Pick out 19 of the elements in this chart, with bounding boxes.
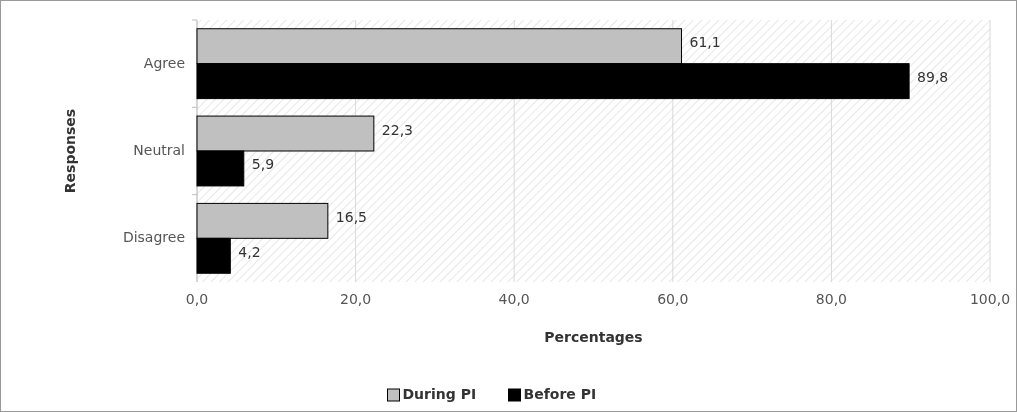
data-label: 61,1: [689, 34, 721, 51]
y-tick-label: Neutral: [133, 142, 185, 158]
x-axis-title: Percentages: [544, 329, 643, 345]
x-tick-label: 40,0: [498, 291, 530, 307]
data-label: 4,2: [238, 243, 261, 260]
x-tick-label: 0,0: [185, 291, 209, 307]
data-label: 89,8: [917, 69, 949, 86]
y-axis-title: Responses: [62, 108, 78, 194]
x-tick-label: 100,0: [969, 291, 1011, 307]
y-tick-label: Disagree: [122, 229, 185, 246]
x-tick-label: 80,0: [815, 291, 847, 307]
data-label: 22,3: [381, 121, 414, 138]
x-tick-label: 20,0: [340, 291, 372, 307]
data-label: 16,5: [335, 208, 368, 225]
x-tick-label: 60,0: [657, 291, 689, 307]
legend-label: During PI: [402, 386, 477, 402]
data-label: 5,9: [251, 156, 275, 173]
y-tick-label: Agree: [143, 54, 185, 71]
legend-label: Before PI: [523, 386, 597, 402]
